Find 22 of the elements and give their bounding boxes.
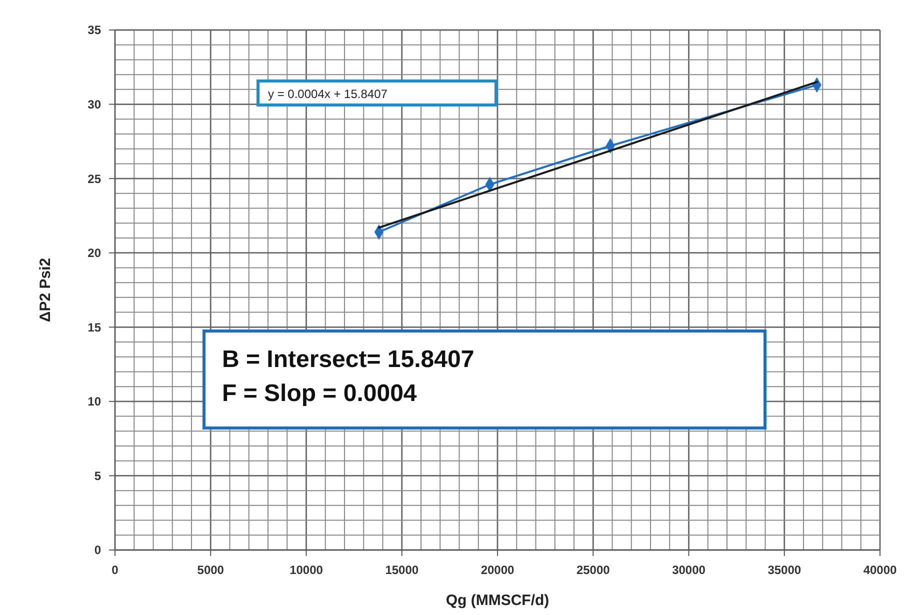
y-tick-label: 10 [88,394,102,409]
x-tick-label: 20000 [480,563,515,577]
x-tick-label: 40000 [863,563,898,577]
y-axis-title: ΔP2 Psi2 [37,258,54,322]
y-tick-label: 5 [94,468,102,483]
x-tick-label: 35000 [768,563,802,577]
x-tick-label: 25000 [576,563,610,577]
y-tick-label: 15 [88,320,102,334]
x-axis-title: Qg (MMSCF/d) [446,592,550,609]
annotation: y = 0.0004x + 15.8407 [268,87,388,101]
y-tick-label: 20 [88,246,102,260]
x-tick-label: 15000 [385,563,419,577]
x-tick-label: 30000 [672,563,706,577]
x-tick-label: 0 [112,563,119,577]
x-tick-label: 10000 [290,563,324,577]
annotation: F = Slop = 0.0004 [222,380,418,407]
y-tick-label: 0 [94,543,102,558]
y-tick-label: 25 [88,172,102,186]
annotation: B = Intersect= 15.8407 [222,346,474,373]
y-tick-label: 30 [88,97,102,112]
x-tick-label: 5000 [197,563,224,577]
y-tick-label: 35 [88,23,102,38]
